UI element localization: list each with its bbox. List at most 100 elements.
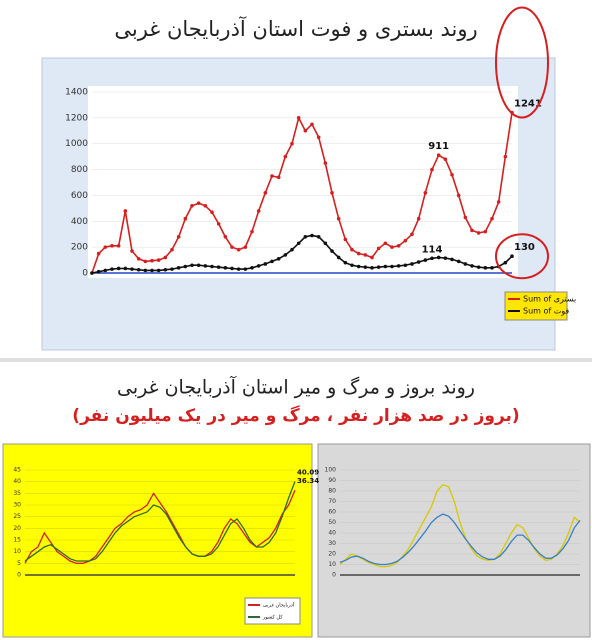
y-tick-label: 45 (13, 467, 21, 474)
data-point (430, 256, 434, 261)
data-point (416, 260, 421, 264)
data-point (223, 266, 228, 270)
data-point (470, 264, 474, 268)
data-point (383, 241, 388, 246)
legend-label: کل کشور (262, 615, 283, 621)
data-point (116, 244, 121, 248)
data-point (483, 229, 488, 234)
data-point (236, 247, 241, 252)
data-point (216, 222, 221, 226)
y-tick-label: 20 (13, 525, 21, 532)
data-point (463, 262, 468, 266)
data-point (403, 263, 408, 268)
y-tick-label: 10 (328, 561, 336, 568)
data-point (150, 258, 154, 263)
data-point (243, 267, 248, 271)
legend-label: Sum of بستری (523, 295, 576, 304)
data-point (96, 269, 101, 274)
legend-box (244, 597, 301, 625)
data-point (376, 246, 381, 251)
data-point (430, 167, 434, 172)
y-tick-label: 0 (332, 572, 336, 579)
data-point (256, 209, 261, 213)
data-point (403, 238, 408, 243)
series-line (24, 489, 296, 564)
data-point (210, 210, 214, 215)
data-point (496, 200, 501, 204)
data-point (283, 154, 288, 159)
y-tick-label: 70 (328, 498, 336, 505)
data-point (143, 268, 148, 273)
data-label: 114 (422, 244, 443, 255)
data-point (123, 209, 128, 213)
series-line (91, 234, 513, 274)
data-point (443, 256, 448, 260)
y-tick-label: 30 (13, 502, 21, 509)
data-point (163, 255, 168, 260)
data-point (336, 255, 341, 260)
legend-label: آذربایجان غربی (263, 602, 295, 609)
data-point (236, 267, 241, 271)
data-point (196, 201, 201, 205)
data-point (343, 237, 348, 242)
data-point (176, 266, 181, 270)
data-point (363, 265, 368, 269)
data-point (130, 249, 134, 253)
data-point (476, 265, 481, 269)
legend-box (504, 291, 568, 321)
data-point (163, 267, 168, 272)
data-point (223, 235, 228, 239)
data-point (450, 257, 454, 262)
data-point (330, 191, 334, 195)
y-tick-label: 20 (328, 551, 336, 558)
data-point (103, 245, 108, 249)
data-point (330, 249, 334, 253)
data-point (230, 266, 234, 271)
data-point (350, 263, 354, 268)
y-tick-label: 60 (328, 509, 336, 516)
legend-label: Sum of فوت (523, 307, 569, 316)
data-point (303, 128, 308, 133)
y-tick-label: 0 (82, 269, 88, 279)
data-point (250, 229, 254, 234)
y-tick-label: 1200 (65, 113, 88, 123)
y-tick-label: 5 (17, 560, 21, 567)
data-point (216, 265, 221, 269)
y-tick-label: 15 (13, 537, 21, 544)
title: روند بستری و فوت استان آذربایجان غربی (114, 16, 477, 41)
y-tick-label: 100 (325, 467, 337, 474)
y-tick-label: 400 (71, 217, 88, 227)
data-point (436, 255, 441, 260)
series-line (91, 112, 513, 274)
data-point (243, 245, 248, 249)
data-point (503, 154, 508, 159)
data-point (456, 259, 461, 264)
data-point (410, 232, 414, 237)
chart-panel (317, 443, 591, 638)
y-tick-label: 0 (17, 572, 21, 579)
data-point (136, 256, 141, 261)
data-point (363, 253, 368, 257)
data-point (376, 265, 381, 269)
data-point (396, 264, 401, 268)
data-point (316, 235, 321, 239)
data-point (270, 259, 274, 264)
data-point (250, 266, 254, 270)
data-point (156, 258, 161, 262)
data-point (156, 268, 161, 273)
data-point (410, 262, 414, 266)
data-point (130, 267, 134, 271)
series-line (339, 483, 581, 568)
data-point (450, 172, 454, 177)
data-point (230, 245, 234, 249)
data-point (183, 264, 188, 269)
data-point (296, 241, 301, 246)
data-point (170, 267, 174, 271)
data-point (203, 203, 208, 208)
data-point (390, 264, 394, 269)
data-point (456, 193, 461, 198)
data-point (370, 255, 374, 260)
series-line (339, 513, 581, 566)
y-tick-label: 50 (328, 519, 336, 526)
y-tick-label: 35 (13, 490, 21, 497)
